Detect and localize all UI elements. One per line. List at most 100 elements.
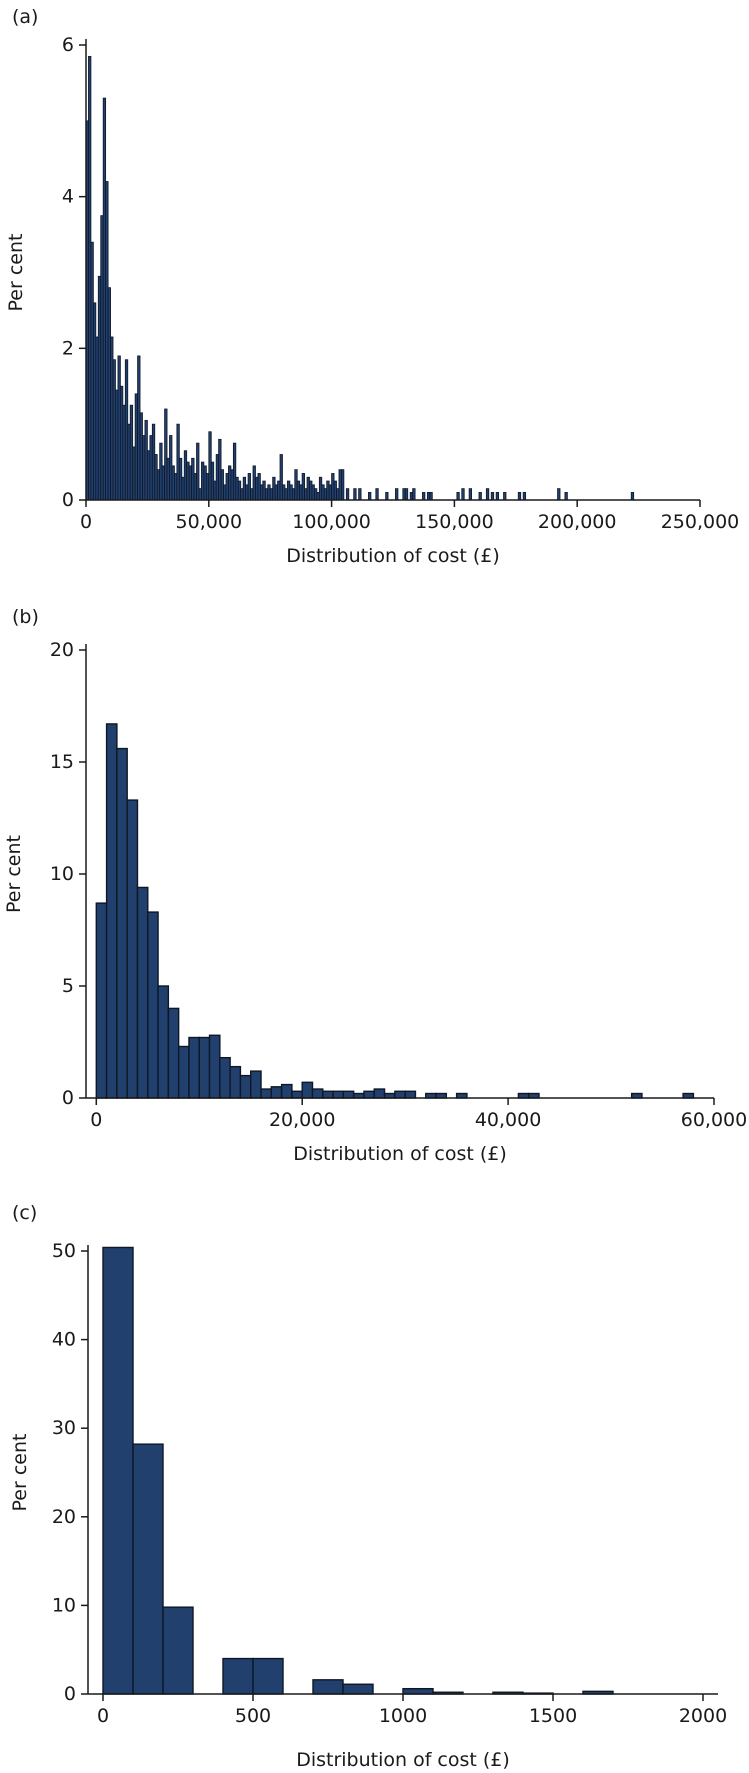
bar xyxy=(342,1683,374,1695)
bar xyxy=(517,492,522,501)
bar xyxy=(250,1070,262,1099)
bar xyxy=(301,1081,314,1099)
bar xyxy=(412,488,416,501)
bar xyxy=(461,488,465,501)
chart-panel-b: (b) 0 5 10 15 20 0 20,000 40,000 60,000 Distribut… xyxy=(0,600,749,1165)
panel-label: (b) xyxy=(12,606,39,628)
histogram-chart: 0 5 10 15 20 0 20,000 40,000 60,000 Distribution … xyxy=(3,639,747,1165)
x-tick-label: 100,000 xyxy=(292,511,371,533)
x-tick-label: 0 xyxy=(97,1705,109,1727)
y-axis-title: Per cent xyxy=(3,835,25,913)
x-tick-label: 1000 xyxy=(379,1705,427,1727)
bars xyxy=(102,1246,614,1695)
bar xyxy=(332,1090,345,1099)
bar xyxy=(422,492,426,501)
y-tick-label: 0 xyxy=(62,489,74,511)
bar xyxy=(188,1036,200,1099)
bar xyxy=(429,492,433,501)
bar xyxy=(239,1074,252,1099)
bar xyxy=(167,1007,180,1099)
chart-panel-a: (a) 0 2 4 6 0 50,000 100,000 150,000 200,000 250,… xyxy=(0,0,749,567)
x-tick-label: 500 xyxy=(235,1705,271,1727)
x-tick-label: 250,000 xyxy=(661,511,740,533)
bar xyxy=(404,488,409,501)
bar xyxy=(342,1090,355,1099)
y-tick-label: 5 xyxy=(62,975,74,997)
x-axis-title: Distribution of cost (£) xyxy=(296,1749,510,1771)
bar xyxy=(402,1687,434,1695)
bar xyxy=(363,1090,375,1099)
bar xyxy=(345,488,350,501)
bar xyxy=(229,1065,242,1099)
x-tick-label: 200,000 xyxy=(538,511,617,533)
bar xyxy=(375,488,379,501)
y-axis-title: Per cent xyxy=(9,1434,31,1512)
y-tick-label: 30 xyxy=(52,1417,76,1439)
bar xyxy=(147,911,159,1099)
bar xyxy=(394,1090,406,1099)
y-tick-label: 0 xyxy=(64,1683,76,1705)
bar xyxy=(503,492,507,501)
bars xyxy=(85,55,635,501)
x-tick-label: 0 xyxy=(90,1109,102,1131)
y-tick-label: 50 xyxy=(52,1240,76,1262)
x-tick-label: 60,000 xyxy=(681,1109,747,1131)
bar xyxy=(162,1606,194,1695)
bar xyxy=(485,488,490,501)
bar xyxy=(105,723,118,1099)
bar xyxy=(564,492,568,501)
bar xyxy=(311,1088,324,1099)
x-tick-label: 150,000 xyxy=(415,511,494,533)
bar xyxy=(126,799,139,1099)
y-tick-label: 0 xyxy=(62,1087,74,1109)
bar xyxy=(208,1034,221,1099)
histogram-chart: 0 2 4 6 0 50,000 100,000 150,000 200,000 250,000 D… xyxy=(5,34,739,567)
x-tick-label: 20,000 xyxy=(269,1109,335,1131)
bar xyxy=(404,1090,417,1099)
bar xyxy=(157,985,170,1099)
x-tick-label: 2000 xyxy=(679,1705,727,1727)
bar xyxy=(630,492,635,501)
bar xyxy=(270,1086,283,1099)
y-tick-label: 20 xyxy=(50,639,74,661)
bar xyxy=(95,902,108,1099)
bar xyxy=(490,492,495,501)
bar xyxy=(522,492,527,501)
bar xyxy=(322,1090,334,1099)
x-axis-title: Distribution of cost (£) xyxy=(286,545,500,567)
chart-panel-c: (c) 0 10 20 30 40 50 0 500 1000 1500 2000 Distribut… xyxy=(0,1196,749,1773)
bar xyxy=(312,1679,344,1695)
bar xyxy=(219,1056,231,1099)
x-tick-label: 1500 xyxy=(529,1705,577,1727)
bar xyxy=(478,492,482,501)
y-tick-label: 20 xyxy=(52,1506,76,1528)
panel-label: (c) xyxy=(12,1202,38,1224)
bars xyxy=(95,723,695,1099)
bar xyxy=(260,1088,273,1099)
panel-label: (a) xyxy=(12,6,39,28)
bar xyxy=(373,1088,386,1099)
x-tick-label: 40,000 xyxy=(475,1109,541,1131)
bar xyxy=(116,747,128,1099)
bar xyxy=(395,488,399,501)
y-tick-label: 6 xyxy=(62,34,74,56)
bar xyxy=(291,1090,303,1099)
bar xyxy=(198,1036,211,1099)
y-tick-label: 10 xyxy=(52,1594,76,1616)
bar xyxy=(385,492,389,501)
y-tick-label: 15 xyxy=(50,751,74,773)
x-tick-label: 0 xyxy=(80,511,92,533)
bar xyxy=(132,1443,164,1695)
bar xyxy=(177,1045,190,1099)
bar xyxy=(280,1083,293,1099)
bar xyxy=(136,886,149,1099)
bar xyxy=(222,1657,254,1695)
x-tick-label: 50,000 xyxy=(176,511,242,533)
x-axis-title: Distribution of cost (£) xyxy=(293,1143,507,1165)
y-tick-label: 4 xyxy=(62,186,74,208)
bar xyxy=(358,488,362,501)
bar xyxy=(353,488,357,501)
bar xyxy=(102,1246,134,1695)
bar xyxy=(557,488,561,501)
